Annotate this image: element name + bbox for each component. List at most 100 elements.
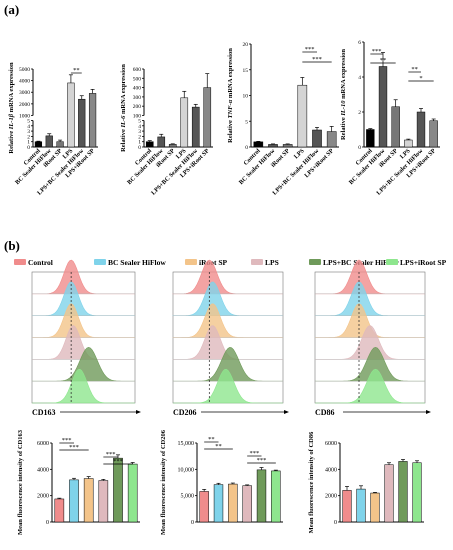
histogram-curve bbox=[315, 368, 425, 404]
y-tick-label: 400 bbox=[133, 86, 142, 92]
panel-a-label: (a) bbox=[4, 2, 19, 17]
y-tick-label: 4000 bbox=[19, 79, 30, 85]
bar bbox=[191, 106, 200, 148]
y-tick-label: 1000 bbox=[19, 113, 30, 119]
legend-label: iRoot SP bbox=[199, 258, 228, 267]
y-tick-label: 3 bbox=[138, 129, 141, 135]
y-tick-label: 0 bbox=[46, 520, 49, 526]
bar bbox=[412, 462, 422, 523]
y-axis-label: Relative IL-1β mRNA expression bbox=[8, 62, 15, 154]
histogram-curve bbox=[173, 303, 283, 338]
bar bbox=[113, 457, 123, 523]
significance-label: ** bbox=[411, 66, 418, 73]
bar bbox=[213, 484, 224, 523]
bar bbox=[78, 98, 86, 148]
bar bbox=[366, 129, 375, 148]
y-axis-label: Mean fluorescence intensity of CD163 bbox=[17, 429, 24, 535]
significance-label: *** bbox=[372, 48, 382, 55]
y-tick-label: 5000 bbox=[19, 67, 30, 73]
legend-swatch bbox=[309, 259, 321, 265]
y-tick-label: 0 bbox=[138, 145, 141, 151]
bar bbox=[157, 136, 166, 148]
significance-label: *** bbox=[312, 56, 322, 63]
significance-label: * bbox=[419, 75, 422, 82]
y-tick-label: 10,000 bbox=[178, 467, 195, 473]
y-tick-label: 0 bbox=[245, 145, 248, 151]
significance-label: *** bbox=[305, 46, 315, 53]
significance-label: *** bbox=[257, 457, 267, 464]
y-tick-label: 3 bbox=[27, 129, 30, 135]
legend-swatch bbox=[14, 259, 26, 265]
legend-label: LPS bbox=[265, 258, 279, 267]
bar bbox=[83, 478, 94, 523]
chart-mfi-cd86: 0 2000 4000 6000 Mean fluorescence intensity… bbox=[308, 431, 424, 533]
y-tick-label: 0 bbox=[27, 145, 30, 151]
arrow-head bbox=[136, 410, 141, 414]
significance-label: ** bbox=[73, 67, 80, 74]
y-tick-label: 200 bbox=[133, 104, 142, 110]
y-tick-label: 2 bbox=[138, 134, 141, 140]
bar bbox=[271, 470, 281, 523]
y-axis-label: Relative IL-6 mRNA expression bbox=[120, 64, 127, 152]
panel-b-label: (b) bbox=[4, 238, 20, 253]
histogram-curve bbox=[172, 281, 283, 316]
y-tick-label: 0 bbox=[358, 145, 361, 151]
legend-swatch bbox=[386, 259, 398, 265]
bar bbox=[127, 463, 138, 523]
significance-label: *** bbox=[62, 437, 72, 444]
y-tick-label: 3000 bbox=[19, 90, 30, 96]
y-tick-label: 5,000 bbox=[181, 494, 195, 500]
y-axis-label: Relative IL-10 mRNA expression bbox=[340, 49, 347, 140]
bar bbox=[228, 483, 238, 523]
legend-swatch bbox=[94, 259, 106, 265]
bar bbox=[54, 498, 65, 523]
y-tick-label: 1 bbox=[138, 140, 141, 146]
y-tick-label: 6000 bbox=[325, 441, 337, 447]
significance-label: ** bbox=[380, 57, 387, 64]
y-axis-label: Mean fluorescence intensity of CD86 bbox=[308, 431, 315, 533]
y-tick-label: 20 bbox=[243, 42, 249, 48]
bar bbox=[312, 129, 322, 148]
legend-swatch bbox=[251, 259, 263, 265]
y-tick-label: 4 bbox=[27, 124, 30, 130]
bar bbox=[378, 66, 388, 148]
histogram-axis-label: CD163 bbox=[32, 408, 56, 417]
bar bbox=[384, 464, 394, 523]
bar bbox=[297, 84, 308, 148]
bar bbox=[253, 141, 264, 148]
bar bbox=[45, 135, 53, 148]
bar bbox=[370, 492, 380, 523]
bar bbox=[180, 97, 189, 148]
y-tick-label: 4 bbox=[138, 124, 141, 130]
legend-label: BC Sealer HiFlow bbox=[108, 258, 166, 267]
y-tick-label: 5 bbox=[245, 119, 248, 125]
y-tick-label: 4000 bbox=[37, 467, 49, 473]
y-tick-label: 2000 bbox=[19, 102, 30, 108]
bar bbox=[268, 144, 278, 148]
y-tick-label: 6000 bbox=[37, 441, 49, 447]
bar bbox=[282, 144, 293, 148]
significance-label: ** bbox=[208, 436, 215, 443]
bar bbox=[391, 106, 400, 148]
significance-label: ** bbox=[215, 443, 222, 450]
histogram-axis-label: CD206 bbox=[173, 408, 197, 417]
y-tick-label: 15 bbox=[243, 68, 249, 74]
y-tick-label: 0 bbox=[334, 520, 337, 526]
histogram-cd163: CD163 bbox=[31, 259, 141, 417]
bar bbox=[416, 111, 426, 148]
bar bbox=[34, 141, 43, 148]
histogram-cd206: CD206 bbox=[172, 259, 289, 417]
y-tick-label: 2000 bbox=[37, 494, 49, 500]
bar bbox=[67, 82, 75, 148]
arrow-head bbox=[284, 410, 289, 414]
y-tick-label: 5 bbox=[138, 118, 141, 124]
y-tick-label: 4 bbox=[358, 75, 361, 81]
significance-label: *** bbox=[69, 444, 79, 451]
